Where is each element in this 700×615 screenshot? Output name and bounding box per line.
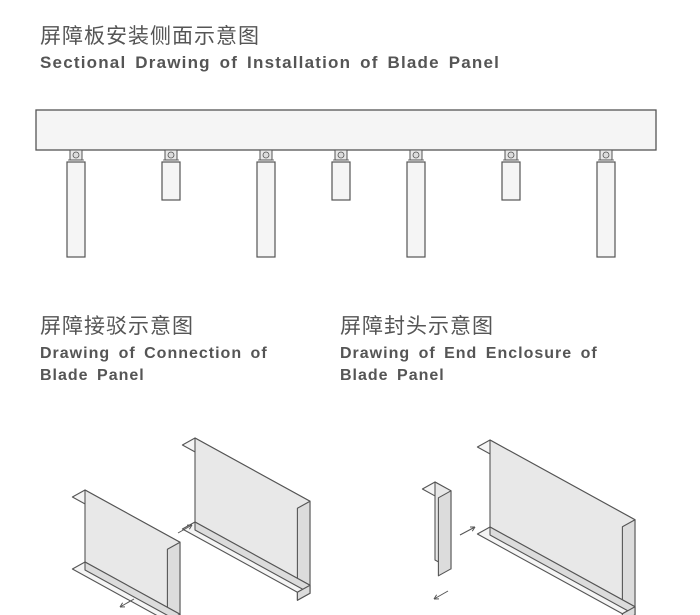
connection-diagram: [0, 395, 320, 615]
section-br-title-cn: 屏障封头示意图: [340, 310, 640, 340]
section-br-title-en: Drawing of End Enclosure of Blade Panel: [340, 343, 640, 386]
section-bl-title-cn: 屏障接驳示意图: [40, 310, 320, 340]
section-bl-title: 屏障接驳示意图 Drawing of Connection of Blade P…: [40, 310, 320, 386]
section-br-title: 屏障封头示意图 Drawing of End Enclosure of Blad…: [340, 310, 640, 386]
top-sectional-diagram: [0, 0, 700, 280]
section-bl-title-en: Drawing of Connection of Blade Panel: [40, 343, 320, 386]
end-enclosure-diagram: [330, 395, 690, 615]
